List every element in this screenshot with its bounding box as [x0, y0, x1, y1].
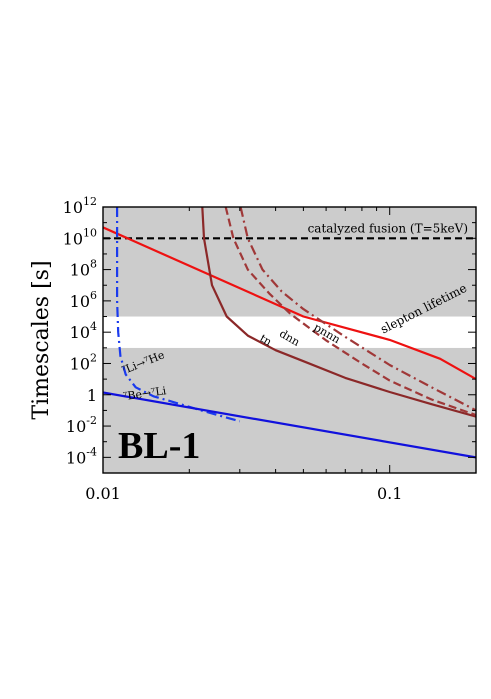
- y-tick-label: 1: [87, 386, 97, 405]
- y-tick-label: 104: [70, 320, 97, 342]
- data-series: [103, 207, 476, 459]
- series-tn: [201, 207, 476, 418]
- hline-label: catalyzed fusion (T=5keV): [308, 221, 468, 235]
- y-tick-label: 102: [70, 351, 97, 373]
- series-slepton-lifetime: [103, 226, 476, 381]
- label-be-li: ⁷Be→⁷Li: [122, 384, 167, 403]
- series-dnn: [224, 207, 476, 417]
- y-tick-label: 10-2: [66, 414, 97, 436]
- label-tn: tn: [257, 332, 273, 349]
- y-tick-label: 1010: [63, 226, 97, 248]
- shaded-bands: [103, 207, 476, 473]
- y-axis-label: Timescales [s]: [29, 260, 54, 419]
- band-0: [103, 347, 476, 473]
- series-pnnn: [239, 207, 476, 412]
- plot-frame: [102, 206, 477, 474]
- axis-ticks: [102, 206, 477, 474]
- tick-labels: 0.01 0.1 1012 1010 108 106 104 102 1 10-2 10-4: [63, 195, 403, 503]
- band-1: [103, 316, 476, 348]
- y-tick-label: 106: [70, 289, 97, 311]
- series-be-li: [103, 391, 476, 459]
- x-tick-label: 0.1: [377, 484, 402, 503]
- y-tick-label: 10-4: [66, 445, 97, 467]
- panel-label: BL-1: [118, 425, 200, 467]
- y-tick-label: 108: [70, 258, 97, 280]
- x-tick-label: 0.01: [85, 484, 121, 503]
- y-tick-label: 1012: [63, 195, 97, 217]
